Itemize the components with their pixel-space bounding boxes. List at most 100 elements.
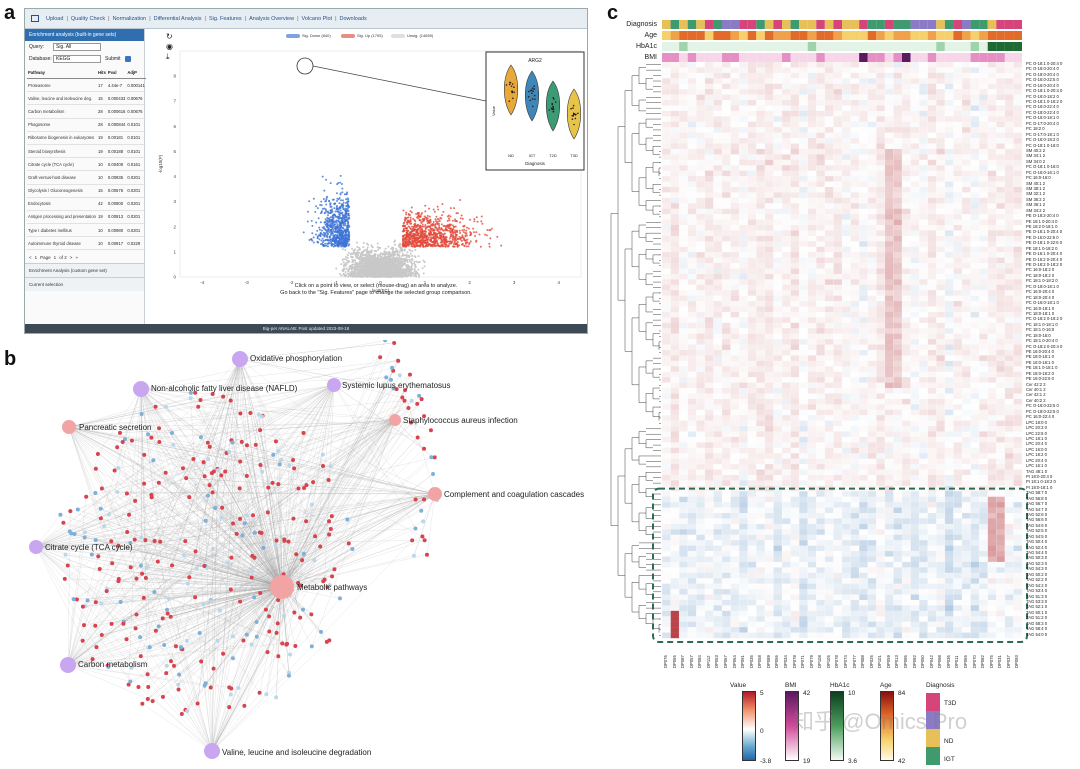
gene-node[interactable] bbox=[157, 426, 162, 431]
gene-node[interactable] bbox=[196, 404, 201, 409]
gene-node[interactable] bbox=[98, 506, 103, 511]
gene-node[interactable] bbox=[61, 520, 66, 525]
gene-node[interactable] bbox=[384, 375, 389, 380]
gene-node[interactable] bbox=[282, 614, 287, 619]
gene-node[interactable] bbox=[142, 452, 147, 457]
gene-node[interactable] bbox=[120, 440, 125, 445]
gene-node[interactable] bbox=[93, 490, 98, 495]
gene-node[interactable] bbox=[252, 595, 257, 600]
gene-node[interactable] bbox=[133, 626, 138, 631]
pathway-hub-node[interactable] bbox=[270, 575, 294, 599]
gene-node[interactable] bbox=[388, 377, 393, 382]
gene-node[interactable] bbox=[121, 621, 126, 626]
gene-node[interactable] bbox=[258, 591, 263, 596]
gene-node[interactable] bbox=[221, 651, 226, 656]
gene-node[interactable] bbox=[345, 517, 350, 522]
gene-node[interactable] bbox=[149, 435, 154, 440]
gene-node[interactable] bbox=[99, 601, 104, 606]
gene-node[interactable] bbox=[248, 411, 253, 416]
gene-node[interactable] bbox=[205, 493, 210, 498]
gene-node[interactable] bbox=[89, 552, 94, 557]
gene-node[interactable] bbox=[191, 457, 196, 462]
gene-node[interactable] bbox=[110, 561, 115, 566]
gene-node[interactable] bbox=[129, 438, 134, 443]
gene-node[interactable] bbox=[163, 470, 168, 475]
gene-node[interactable] bbox=[80, 638, 85, 643]
gene-node[interactable] bbox=[176, 682, 181, 687]
gene-node[interactable] bbox=[145, 672, 150, 677]
gene-node[interactable] bbox=[265, 650, 270, 655]
gene-node[interactable] bbox=[193, 595, 198, 600]
gene-node[interactable] bbox=[146, 684, 151, 689]
gene-node[interactable] bbox=[223, 469, 228, 474]
pathway-row[interactable]: Steroid biosynthesis 19 0.00188 0.0101 bbox=[27, 144, 146, 159]
gene-node[interactable] bbox=[172, 663, 177, 668]
gene-node[interactable] bbox=[229, 686, 234, 691]
gene-node[interactable] bbox=[116, 466, 121, 471]
gene-node[interactable] bbox=[406, 406, 411, 411]
custom-enrichment-section[interactable]: Enrichment Analysis (custom gene set) bbox=[25, 263, 144, 278]
table-header-adjp[interactable]: AdjP bbox=[126, 67, 146, 79]
gene-node[interactable] bbox=[282, 538, 287, 543]
gene-node[interactable] bbox=[199, 659, 204, 664]
gene-node[interactable] bbox=[394, 387, 399, 392]
gene-node[interactable] bbox=[125, 530, 130, 535]
gene-node[interactable] bbox=[225, 561, 230, 566]
gene-node[interactable] bbox=[117, 430, 122, 435]
gene-node[interactable] bbox=[138, 654, 143, 659]
gene-node[interactable] bbox=[291, 516, 296, 521]
gene-node[interactable] bbox=[80, 604, 85, 609]
gene-node[interactable] bbox=[273, 542, 278, 547]
gene-node[interactable] bbox=[319, 629, 324, 634]
gene-node[interactable] bbox=[219, 515, 224, 520]
pathway-row[interactable]: Type I diabetes mellitus 10 0.00980 0.0201 bbox=[27, 223, 146, 238]
gene-node[interactable] bbox=[112, 468, 117, 473]
gene-node[interactable] bbox=[274, 695, 279, 700]
pathway-row[interactable]: Antigen processing and presentation 19 0.0… bbox=[27, 210, 146, 225]
gene-node[interactable] bbox=[329, 514, 334, 519]
gene-node[interactable] bbox=[327, 638, 332, 643]
gene-node[interactable] bbox=[383, 338, 388, 343]
gene-node[interactable] bbox=[236, 686, 241, 691]
gene-node[interactable] bbox=[422, 446, 427, 451]
gene-node[interactable] bbox=[188, 390, 193, 395]
gene-node[interactable] bbox=[258, 462, 263, 467]
gene-node[interactable] bbox=[261, 545, 266, 550]
gene-node[interactable] bbox=[285, 641, 290, 646]
gene-node[interactable] bbox=[93, 623, 98, 628]
pathway-hub-node[interactable] bbox=[133, 381, 149, 397]
gene-node[interactable] bbox=[265, 510, 270, 515]
pathway-hub-node[interactable] bbox=[428, 487, 442, 501]
gene-node[interactable] bbox=[207, 444, 212, 449]
gene-node[interactable] bbox=[409, 420, 414, 425]
gene-node[interactable] bbox=[432, 455, 437, 460]
gene-node[interactable] bbox=[162, 642, 167, 647]
pathway-hub-node[interactable] bbox=[204, 743, 220, 759]
gene-node[interactable] bbox=[152, 538, 157, 543]
gene-node[interactable] bbox=[203, 681, 208, 686]
query-select[interactable]: Sig. All bbox=[53, 43, 101, 51]
gene-node[interactable] bbox=[230, 440, 235, 445]
gene-node[interactable] bbox=[328, 464, 333, 469]
gene-node[interactable] bbox=[158, 539, 163, 544]
gene-node[interactable] bbox=[153, 628, 158, 633]
pathway-hub-node[interactable] bbox=[327, 378, 341, 392]
gene-node[interactable] bbox=[65, 563, 70, 568]
gene-node[interactable] bbox=[115, 489, 120, 494]
gene-node[interactable] bbox=[99, 633, 104, 638]
gene-node[interactable] bbox=[75, 507, 80, 512]
gene-node[interactable] bbox=[302, 486, 307, 491]
gene-node[interactable] bbox=[274, 630, 279, 635]
gene-node[interactable] bbox=[164, 671, 169, 676]
gene-node[interactable] bbox=[74, 597, 79, 602]
gene-node[interactable] bbox=[266, 485, 271, 490]
gene-node[interactable] bbox=[134, 576, 139, 581]
gene-node[interactable] bbox=[409, 398, 414, 403]
gene-node[interactable] bbox=[350, 546, 355, 551]
gene-node[interactable] bbox=[210, 546, 215, 551]
gene-node[interactable] bbox=[280, 641, 285, 646]
gene-node[interactable] bbox=[424, 552, 429, 557]
gene-node[interactable] bbox=[318, 544, 323, 549]
gene-node[interactable] bbox=[141, 595, 146, 600]
gene-node[interactable] bbox=[143, 576, 148, 581]
